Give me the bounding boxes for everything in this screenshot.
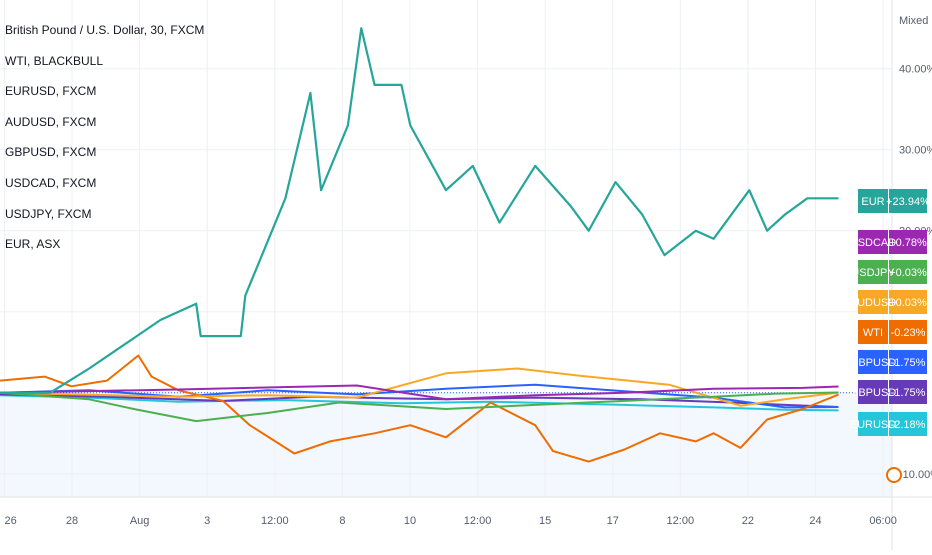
tag-value-bg <box>889 350 927 374</box>
tag-name-bg <box>858 320 888 344</box>
tag-value-bg <box>889 412 927 436</box>
tag-value-bg <box>889 230 927 254</box>
tag-name: AUDUSD <box>850 297 897 309</box>
symbol-title[interactable]: British Pound / U.S. Dollar, 30, FXCM <box>5 23 205 37</box>
tag-value: -2.18% <box>891 419 926 431</box>
x-tick-label: 12:00 <box>667 515 695 527</box>
scale-mode-label[interactable]: Mixed <box>899 15 928 27</box>
y-tick-label: 30.00% <box>899 145 932 157</box>
x-tick-label: 17 <box>607 515 619 527</box>
tag-name: WTI <box>863 327 883 339</box>
series-line-audusd[interactable] <box>0 367 839 407</box>
tag-value: +23.94% <box>886 196 930 208</box>
x-tick-label: 10 <box>404 515 416 527</box>
tag-name-bg <box>858 412 888 436</box>
x-tick-label: 26 <box>4 515 16 527</box>
x-tick-label: 8 <box>339 515 345 527</box>
tag-name-bg <box>858 350 888 374</box>
legend-item-eur[interactable]: EUR, ASX <box>5 237 61 252</box>
legend-item-usdcad[interactable]: USDCAD, FXCM <box>5 175 97 190</box>
x-tick-label: 12:00 <box>464 515 492 527</box>
y-tick-label: 40.00% <box>899 64 932 76</box>
legend-item-gbpusd[interactable]: GBPUSD, FXCM <box>5 145 97 160</box>
tag-value-bg <box>889 189 927 213</box>
tag-name-bg <box>858 230 888 254</box>
legend-item-usdjpy[interactable]: USDJPY, FXCM <box>5 206 92 221</box>
series-line-usdjpy[interactable] <box>0 391 839 423</box>
legend-item-eurusd[interactable]: EURUSD, FXCM <box>5 84 97 99</box>
tag-name: GBPUSD <box>850 357 897 369</box>
tag-name-bg <box>858 189 888 213</box>
tag-value: +0.78% <box>889 237 927 249</box>
series-line-eurusd[interactable] <box>0 394 839 412</box>
series-line-eur[interactable] <box>0 27 839 394</box>
series-line-usdcad[interactable] <box>0 384 839 401</box>
y-tick-label: -10.00% <box>899 469 932 481</box>
legend-item-wti[interactable]: WTI, BLACKBULL <box>5 53 104 68</box>
x-tick-label: 22 <box>742 515 754 527</box>
x-tick-label: 15 <box>539 515 551 527</box>
series-line-gbpusd[interactable] <box>0 383 839 409</box>
x-tick-label: 24 <box>809 515 821 527</box>
x-tick-label: 28 <box>66 515 78 527</box>
tag-name-bg <box>858 380 888 404</box>
tag-value-bg <box>889 320 927 344</box>
tag-value-bg <box>889 260 927 284</box>
tag-name: EURUSD <box>850 419 897 431</box>
tag-value-bg <box>889 290 927 314</box>
tag-value: +0.03% <box>889 297 927 309</box>
legend-item-audusd[interactable]: AUDUSD, FXCM <box>5 114 97 129</box>
x-tick-label: 12:00 <box>261 515 289 527</box>
tag-name: USDJPY <box>851 267 895 279</box>
event-badge-icon[interactable] <box>886 467 902 483</box>
x-tick-label: 06:00 <box>869 515 897 527</box>
tag-value: +0.03% <box>889 267 927 279</box>
x-tick-label: Aug <box>130 515 150 527</box>
tag-name: EUR <box>861 196 884 208</box>
tag-value: -1.75% <box>891 357 926 369</box>
x-tick-label: 3 <box>204 515 210 527</box>
tag-name-bg <box>858 260 888 284</box>
tag-value: -0.23% <box>891 327 926 339</box>
series-line-wti[interactable] <box>0 354 839 463</box>
tag-name-bg <box>858 290 888 314</box>
tag-name: USDCAD <box>850 237 897 249</box>
tag-value-bg <box>889 380 927 404</box>
tag-name: GBPUSD <box>850 387 897 399</box>
tag-value: -1.75% <box>891 387 926 399</box>
legend: British Pound / U.S. Dollar, 30, FXCM WT… <box>5 22 204 267</box>
